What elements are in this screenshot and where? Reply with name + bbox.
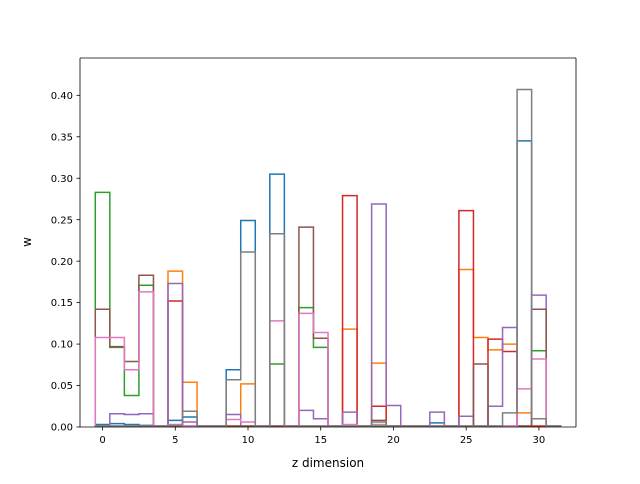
x-tick-label: 0 — [99, 435, 105, 446]
series-layer — [94, 88, 562, 427]
x-tick-label: 25 — [460, 435, 473, 446]
y-tick-label: 0.00 — [51, 423, 73, 434]
y-tick-label: 0.10 — [51, 340, 73, 351]
y-tick-label: 0.30 — [51, 174, 73, 185]
x-tick-label: 10 — [242, 435, 255, 446]
y-tick-label: 0.15 — [51, 298, 73, 309]
y-tick-label: 0.20 — [51, 257, 73, 268]
x-tick-label: 20 — [387, 435, 400, 446]
series-8-step-line — [94, 88, 562, 427]
x-tick-label: 30 — [533, 435, 546, 446]
x-tick-label: 15 — [314, 435, 327, 446]
y-tick-label: 0.25 — [51, 215, 73, 226]
x-axis-label: z dimension — [292, 456, 364, 470]
y-tick-label: 0.35 — [51, 132, 73, 143]
axes-frame — [79, 57, 577, 428]
y-axis: 0.00 0.05 0.10 0.15 0.20 0.25 0.30 0.35 0.40 — [51, 91, 80, 434]
x-axis: 0 5 10 15 20 25 30 — [99, 427, 545, 446]
y-tick-label: 0.05 — [51, 381, 73, 392]
x-tick-label: 5 — [172, 435, 178, 446]
series-4-step-line — [94, 194, 562, 427]
y-axis-label: w — [20, 237, 34, 247]
y-tick-label: 0.40 — [51, 91, 73, 102]
